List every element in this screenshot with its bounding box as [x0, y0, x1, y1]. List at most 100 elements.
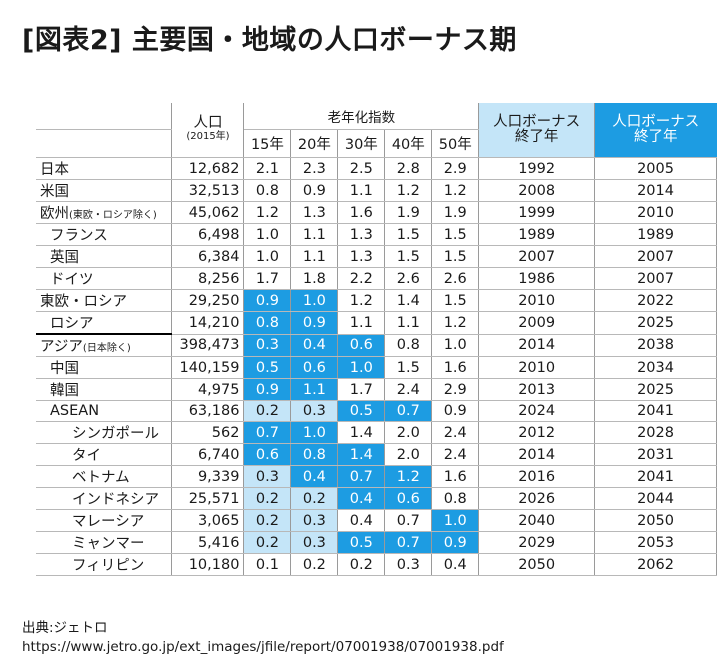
year-header-15: 15年 [243, 129, 292, 158]
index-cell: 1.0 [431, 509, 480, 532]
index-cell: 0.4 [431, 553, 480, 576]
index-cell: 1.7 [243, 267, 292, 290]
index-cell: 1.5 [431, 223, 480, 246]
index-cell: 1.0 [431, 333, 480, 357]
row-name-label: ベトナム [72, 470, 130, 486]
index-cell: 1.3 [337, 245, 386, 268]
index-cell: 0.3 [290, 400, 339, 422]
row-name-label: 中国 [50, 361, 79, 377]
index-cell: 1.4 [337, 443, 386, 466]
index-cell: 1.2 [384, 465, 433, 488]
row-name: タイ [36, 443, 172, 466]
population-header-label: 人口 [193, 115, 223, 131]
bonus-end-header-1-line1: 人口ボーナス [493, 114, 581, 130]
index-cell: 2.8 [384, 157, 433, 180]
bonus-end-year-2: 2005 [594, 157, 717, 180]
table-row: ミャンマー 5,416 0.2 0.3 0.5 0.7 0.9 2029 2053 [36, 531, 717, 554]
index-cell: 1.0 [290, 421, 339, 444]
population-cell: 140,159 [171, 356, 245, 379]
index-cell: 0.3 [290, 531, 339, 554]
index-cell: 0.9 [431, 531, 480, 554]
row-name: ASEAN [36, 400, 172, 422]
table-row: ASEAN 63,186 0.2 0.3 0.5 0.7 0.9 2024 2041 [36, 400, 717, 422]
bonus-end-header-1-line2: 終了年 [514, 129, 559, 145]
row-name: マレーシア [36, 509, 172, 532]
population-cell: 29,250 [171, 289, 245, 312]
row-name-label: タイ [72, 448, 101, 464]
bonus-end-year-2: 2041 [594, 465, 717, 488]
row-name: 欧州(東欧・ロシア除く) [36, 201, 172, 224]
row-name-label: ロシア [50, 316, 94, 332]
row-name: ロシア [36, 311, 172, 335]
index-cell: 0.7 [337, 465, 386, 488]
table-row: 日本 12,682 2.1 2.3 2.5 2.8 2.9 1992 2005 [36, 157, 717, 180]
index-cell: 1.3 [290, 201, 339, 224]
index-cell: 1.4 [384, 289, 433, 312]
population-cell: 8,256 [171, 267, 245, 290]
row-name: ミャンマー [36, 531, 172, 554]
bonus-end-header-1: 人口ボーナス 終了年 [478, 103, 596, 158]
index-cell: 0.2 [243, 509, 292, 532]
bonus-end-year-1: 2014 [478, 443, 596, 466]
bonus-end-year-2: 2028 [594, 421, 717, 444]
row-name-label: フィリピン [72, 558, 145, 574]
index-cell: 1.3 [337, 223, 386, 246]
row-name: シンガポール [36, 421, 172, 444]
index-cell: 1.5 [384, 245, 433, 268]
table-row: マレーシア 3,065 0.2 0.3 0.4 0.7 1.0 2040 2050 [36, 509, 717, 532]
index-cell: 0.1 [243, 553, 292, 576]
table-row: ベトナム 9,339 0.3 0.4 0.7 1.2 1.6 2016 2041 [36, 465, 717, 488]
table-row: 韓国 4,975 0.9 1.1 1.7 2.4 2.9 2013 2025 [36, 378, 717, 401]
index-cell: 0.5 [337, 531, 386, 554]
row-name-label: 韓国 [50, 383, 79, 399]
bonus-end-year-2: 2014 [594, 179, 717, 202]
row-name-label: 欧州 [40, 206, 69, 222]
bonus-end-year-1: 2010 [478, 356, 596, 379]
bonus-end-year-2: 2034 [594, 356, 717, 379]
index-cell: 0.7 [384, 531, 433, 554]
index-cell: 1.1 [290, 223, 339, 246]
row-name-note: (日本除く) [82, 343, 131, 354]
row-name-label: アジア [40, 339, 83, 355]
table-row: 米国 32,513 0.8 0.9 1.1 1.2 1.2 2008 2014 [36, 179, 717, 202]
bonus-end-year-2: 2062 [594, 553, 717, 576]
row-name-label: ドイツ [50, 272, 94, 288]
index-cell: 1.5 [384, 356, 433, 379]
index-cell: 2.9 [431, 157, 480, 180]
index-cell: 2.5 [337, 157, 386, 180]
index-cell: 0.4 [337, 487, 386, 510]
index-cell: 1.0 [243, 245, 292, 268]
bonus-end-year-1: 1989 [478, 223, 596, 246]
corner-cell [36, 103, 172, 130]
row-name-label: シンガポール [72, 426, 159, 442]
index-cell: 1.0 [337, 356, 386, 379]
population-cell: 6,498 [171, 223, 245, 246]
page-title: [図表2] 主要国・地域の人口ボーナス期 [22, 25, 517, 56]
index-cell: 1.8 [290, 267, 339, 290]
index-cell: 0.6 [337, 333, 386, 357]
population-cell: 32,513 [171, 179, 245, 202]
index-cell: 0.5 [337, 400, 386, 422]
population-cell: 9,339 [171, 465, 245, 488]
index-cell: 0.8 [243, 179, 292, 202]
bonus-end-header-2: 人口ボーナス 終了年 [594, 103, 717, 158]
index-cell: 2.1 [243, 157, 292, 180]
year-header-50: 50年 [431, 129, 480, 158]
row-name: 中国 [36, 356, 172, 379]
bonus-end-year-2: 2044 [594, 487, 717, 510]
index-cell: 1.5 [431, 289, 480, 312]
bonus-end-year-2: 2025 [594, 311, 717, 335]
index-cell: 1.1 [384, 311, 433, 335]
bonus-end-year-1: 2016 [478, 465, 596, 488]
table-row: 東欧・ロシア 29,250 0.9 1.0 1.2 1.4 1.5 2010 2022 [36, 289, 717, 312]
row-name: ドイツ [36, 267, 172, 290]
bonus-end-year-2: 2038 [594, 333, 717, 357]
index-cell: 0.2 [290, 553, 339, 576]
bonus-end-year-2: 2022 [594, 289, 717, 312]
index-cell: 1.1 [290, 245, 339, 268]
row-name-label: インドネシア [72, 492, 159, 508]
index-cell: 0.7 [243, 421, 292, 444]
index-cell: 0.8 [290, 443, 339, 466]
table-row: 欧州(東欧・ロシア除く) 45,062 1.2 1.3 1.6 1.9 1.9 1999 201… [36, 201, 717, 224]
index-cell: 1.4 [337, 421, 386, 444]
